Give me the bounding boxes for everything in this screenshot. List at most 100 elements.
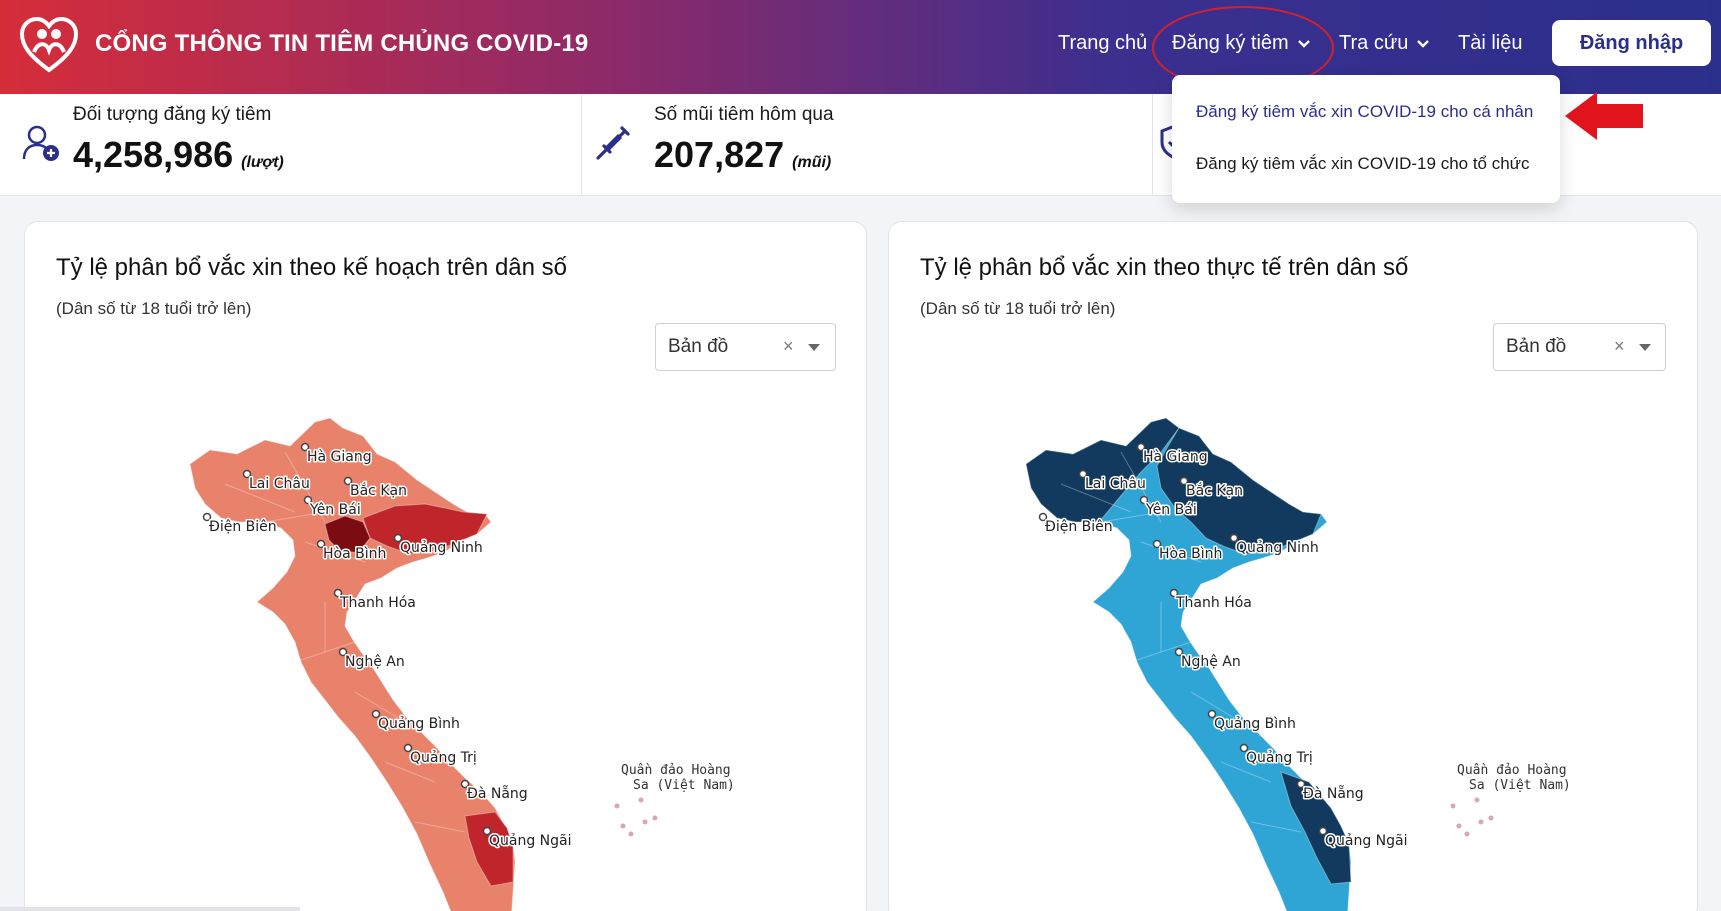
island-shape (638, 797, 644, 803)
nav-docs[interactable]: Tài liệu (1458, 32, 1522, 55)
map-label-da-nang: Đà Nẵng (467, 785, 528, 802)
card-subtitle: (Dân số từ 18 tuổi trở lên) (920, 299, 1116, 318)
planned-allocation-card: Tỷ lệ phân bổ vắc xin theo kế hoạch trên… (24, 221, 867, 911)
map-label-ha-giang: Hà Giang (1143, 449, 1208, 465)
island-shape (1478, 819, 1484, 825)
map-provinces[interactable] (189, 417, 658, 911)
caret-down-icon[interactable] (808, 344, 820, 351)
caret-down-icon[interactable] (1639, 344, 1651, 351)
nav-register[interactable]: Đăng ký tiêm (1172, 32, 1311, 55)
city-marker (300, 442, 310, 452)
stat-unit: (lượt) (241, 154, 284, 171)
province-border (384, 761, 436, 783)
stat-divider (581, 94, 582, 196)
island-shape (1450, 803, 1456, 809)
map-label-da-nang: Đà Nẵng (1303, 785, 1364, 802)
city-marker (1318, 826, 1328, 836)
stat-number: 4,258,986 (73, 134, 234, 175)
province-shape[interactable] (464, 811, 514, 887)
view-type-select[interactable]: Bản đồ × (655, 323, 836, 371)
vietnam-map[interactable]: Hà Giang Lai Châu Bắc Kạn Yên Bái Điện Biên H… (889, 222, 1698, 911)
city-marker (242, 469, 252, 479)
map-label-hoang-sa: Quần đảo Hoàng (621, 763, 731, 778)
map-label-bac-kan: Bắc Kạn (350, 482, 407, 499)
map-label-thanh-hoa: Thanh Hóa (1175, 595, 1252, 611)
card-title: Tỷ lệ phân bổ vắc xin theo kế hoạch trên… (56, 254, 567, 281)
brand-title[interactable]: CỔNG THÔNG TIN TIÊM CHỦNG COVID-19 (95, 30, 589, 57)
map-label-quang-binh: Quảng Bình (1214, 716, 1296, 732)
city-marker (1296, 779, 1306, 789)
island-shape (614, 803, 620, 809)
province-border (1220, 761, 1272, 783)
menu-item-register-individual[interactable]: Đăng ký tiêm vắc xin COVID-19 cho cá nhâ… (1196, 102, 1534, 121)
province-border (264, 511, 326, 523)
map-label-thanh-hoa: Thanh Hóa (339, 595, 416, 611)
select-value: Bản đồ (668, 336, 729, 357)
city-marker (1136, 442, 1146, 452)
vietnam-map[interactable]: Hà Giang Lai Châu Bắc Kạn Yên Bái Điện Biên H… (25, 222, 867, 911)
city-marker (303, 495, 313, 505)
city-marker (1152, 539, 1162, 549)
province-shape[interactable] (1280, 771, 1352, 885)
island-shape (1464, 831, 1470, 837)
map-labels: Hà Giang Lai Châu Bắc Kạn Yên Bái Điện Biên H… (1038, 442, 1572, 851)
red-arrow-annotation (1565, 92, 1643, 140)
user-add-icon (22, 125, 59, 161)
map-label-quang-ngai: Quảng Ngãi (489, 833, 572, 849)
map-label-ha-giang: Hà Giang (307, 449, 372, 465)
chevron-down-icon (1297, 39, 1310, 48)
login-button[interactable]: Đăng nhập (1552, 20, 1711, 66)
chevron-down-icon (1417, 39, 1430, 48)
map-label-hoang-sa-2: Sa (Việt Nam) (1469, 778, 1571, 793)
city-marker (1207, 709, 1217, 719)
select-value: Bản đồ (1506, 336, 1567, 357)
island-shape (628, 831, 634, 837)
map-label-lai-chau: Lai Châu (249, 476, 310, 492)
stat-unit: (mũi) (792, 154, 832, 171)
province-shape[interactable] (362, 503, 488, 555)
city-marker (1229, 533, 1239, 543)
stat-registrations: Đối tượng đăng ký tiêm 4,258,986 (lượt) (0, 94, 581, 196)
map-label-lai-chau: Lai Châu (1085, 476, 1146, 492)
scrollbar-track[interactable] (0, 907, 300, 911)
nav-register-label: Đăng ký tiêm (1172, 32, 1289, 54)
nav-home-label: Trang chủ (1058, 32, 1148, 54)
city-marker (1239, 743, 1249, 753)
city-marker (1169, 588, 1179, 598)
map-label-yen-bai: Yên Bái (1145, 502, 1197, 518)
menu-item-register-organization[interactable]: Đăng ký tiêm vắc xin COVID-19 cho tổ chứ… (1196, 154, 1530, 173)
island-shape (620, 823, 626, 829)
map-label-hoang-sa: Quần đảo Hoàng (1457, 763, 1567, 778)
map-label-bac-kan: Bắc Kạn (1186, 482, 1243, 499)
province-border (1100, 511, 1162, 523)
nav-lookup[interactable]: Tra cứu (1339, 32, 1430, 55)
province-border (1250, 821, 1302, 833)
card-subtitle: (Dân số từ 18 tuổi trở lên) (56, 299, 252, 318)
heart-people-icon[interactable] (20, 16, 78, 74)
map-label-hoa-binh: Hòa Bình (323, 546, 386, 562)
nav-lookup-label: Tra cứu (1339, 32, 1409, 54)
map-label-hoang-sa-2: Sa (Việt Nam) (633, 778, 735, 793)
stat-label: Đối tượng đăng ký tiêm (73, 104, 272, 125)
island-shape (1474, 797, 1480, 803)
province-shape[interactable] (324, 515, 371, 553)
stat-doses-yesterday: Số mũi tiêm hôm qua 207,827 (mũi) (582, 94, 1152, 196)
island-shape (1488, 815, 1494, 821)
syringe-icon (596, 126, 630, 160)
island-shape (652, 815, 658, 821)
nav-docs-label: Tài liệu (1458, 32, 1523, 54)
island-shape (642, 819, 648, 825)
province-border (304, 541, 366, 563)
city-marker (482, 826, 492, 836)
province-border (284, 451, 326, 523)
province-shape[interactable] (1156, 427, 1322, 555)
clear-icon[interactable]: × (783, 336, 794, 356)
map-label-dien-bien: Điện Biên (1045, 519, 1113, 535)
city-marker (1179, 476, 1189, 486)
nav-home[interactable]: Trang chủ (1058, 32, 1147, 55)
stat-divider (1152, 94, 1153, 196)
city-marker (1038, 512, 1048, 522)
view-type-select[interactable]: Bản đồ × (1493, 323, 1666, 371)
clear-icon[interactable]: × (1614, 336, 1625, 356)
register-dropdown-menu: Đăng ký tiêm vắc xin COVID-19 cho cá nhâ… (1172, 75, 1560, 203)
